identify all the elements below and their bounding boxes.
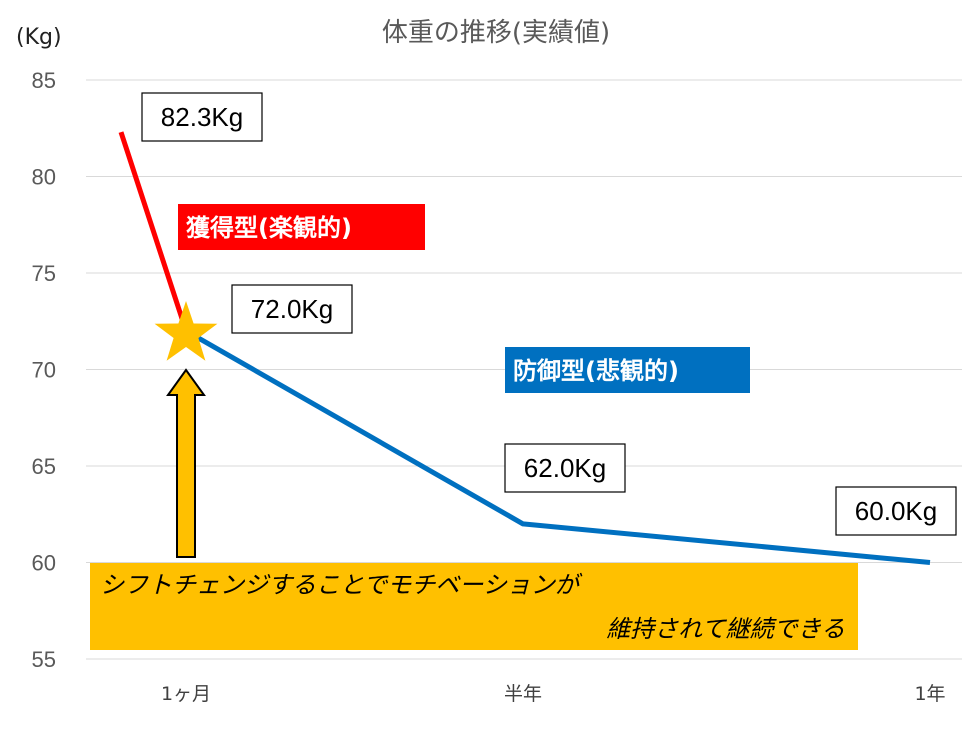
series-label-optimistic-background [178, 204, 425, 250]
series-label-optimistic: 獲得型(楽観的) [178, 204, 425, 250]
data-label-callouts: 82.3Kg 72.0Kg 62.0Kg 60.0Kg [141, 92, 957, 536]
x-tick-label: 1ヶ月 [161, 683, 211, 705]
chart-title: 体重の推移(実績値) [382, 18, 610, 48]
data-label-box [835, 486, 957, 536]
data-label-text: 60.0Kg [855, 496, 937, 526]
series-label-pessimistic-background [505, 347, 750, 393]
x-axis-ticks: 1ヶ月 半年 1年 [161, 683, 946, 705]
data-label-text: 72.0Kg [251, 294, 333, 324]
series-label-pessimistic: 防御型(悲観的) [505, 347, 750, 393]
up-arrow-icon [166, 368, 206, 558]
y-tick-label: 65 [32, 454, 56, 479]
annotation-box: シフトチェンジすることでモチベーションが 維持されて継続できる [90, 563, 858, 650]
x-tick-label: 半年 [504, 683, 542, 705]
y-tick-label: 60 [32, 551, 56, 576]
series-line-pessimistic [184, 328, 931, 565]
annotation-background [90, 563, 858, 650]
data-label-box [141, 92, 263, 142]
y-tick-label: 70 [32, 358, 56, 383]
y-tick-label: 80 [32, 165, 56, 190]
star-shape [154, 301, 218, 361]
data-label: 72.0Kg [231, 284, 353, 334]
data-label-text: 62.0Kg [524, 453, 606, 483]
y-tick-label: 85 [32, 68, 56, 93]
annotation-line-1: シフトチェンジすることでモチベーションが [100, 571, 583, 599]
data-label: 60.0Kg [835, 486, 957, 536]
arrow-shape [166, 368, 206, 558]
data-label-box [231, 284, 353, 334]
data-label-box [504, 443, 626, 493]
series-label-pessimistic-text: 防御型(悲観的) [513, 357, 679, 385]
x-tick-label: 1年 [914, 683, 945, 705]
series-label-optimistic-text: 獲得型(楽観的) [186, 214, 352, 242]
annotation-line-2: 維持されて継続できる [606, 615, 845, 643]
y-tick-label: 55 [32, 647, 56, 672]
y-axis-ticks: 55 60 65 70 75 80 85 [32, 68, 56, 672]
series-lines [118, 131, 931, 565]
y-tick-label: 75 [32, 261, 56, 286]
star-marker-icon [154, 301, 218, 361]
series-line-optimistic [118, 131, 189, 332]
data-label-text: 82.3Kg [161, 102, 243, 132]
y-axis-unit-label: (Kg) [16, 25, 62, 50]
data-label: 82.3Kg [141, 92, 263, 142]
data-label: 62.0Kg [504, 443, 626, 493]
